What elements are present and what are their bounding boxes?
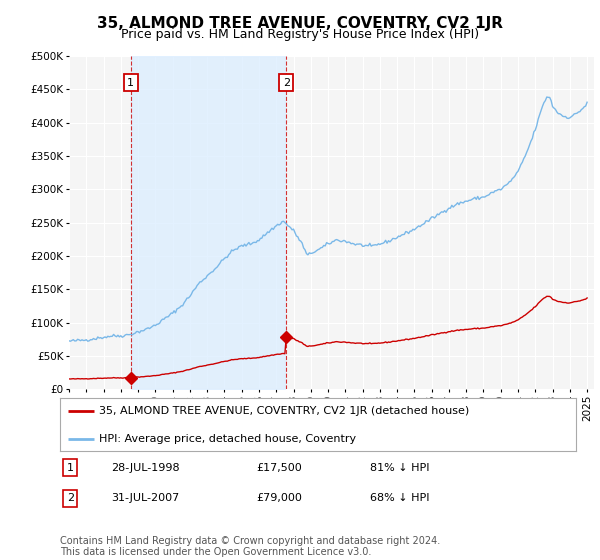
Text: HPI: Average price, detached house, Coventry: HPI: Average price, detached house, Cove… bbox=[98, 434, 356, 444]
Text: Contains HM Land Registry data © Crown copyright and database right 2024.
This d: Contains HM Land Registry data © Crown c… bbox=[60, 535, 440, 557]
Text: £79,000: £79,000 bbox=[256, 493, 302, 503]
Text: 1: 1 bbox=[67, 463, 74, 473]
Text: 35, ALMOND TREE AVENUE, COVENTRY, CV2 1JR (detached house): 35, ALMOND TREE AVENUE, COVENTRY, CV2 1J… bbox=[98, 406, 469, 416]
Text: Price paid vs. HM Land Registry's House Price Index (HPI): Price paid vs. HM Land Registry's House … bbox=[121, 28, 479, 41]
Text: 2: 2 bbox=[67, 493, 74, 503]
Text: 81% ↓ HPI: 81% ↓ HPI bbox=[370, 463, 429, 473]
Text: 35, ALMOND TREE AVENUE, COVENTRY, CV2 1JR: 35, ALMOND TREE AVENUE, COVENTRY, CV2 1J… bbox=[97, 16, 503, 31]
Text: 28-JUL-1998: 28-JUL-1998 bbox=[112, 463, 180, 473]
Text: 31-JUL-2007: 31-JUL-2007 bbox=[112, 493, 180, 503]
Text: 2: 2 bbox=[283, 78, 290, 88]
Text: 1: 1 bbox=[127, 78, 134, 88]
Text: 68% ↓ HPI: 68% ↓ HPI bbox=[370, 493, 429, 503]
Text: £17,500: £17,500 bbox=[256, 463, 302, 473]
